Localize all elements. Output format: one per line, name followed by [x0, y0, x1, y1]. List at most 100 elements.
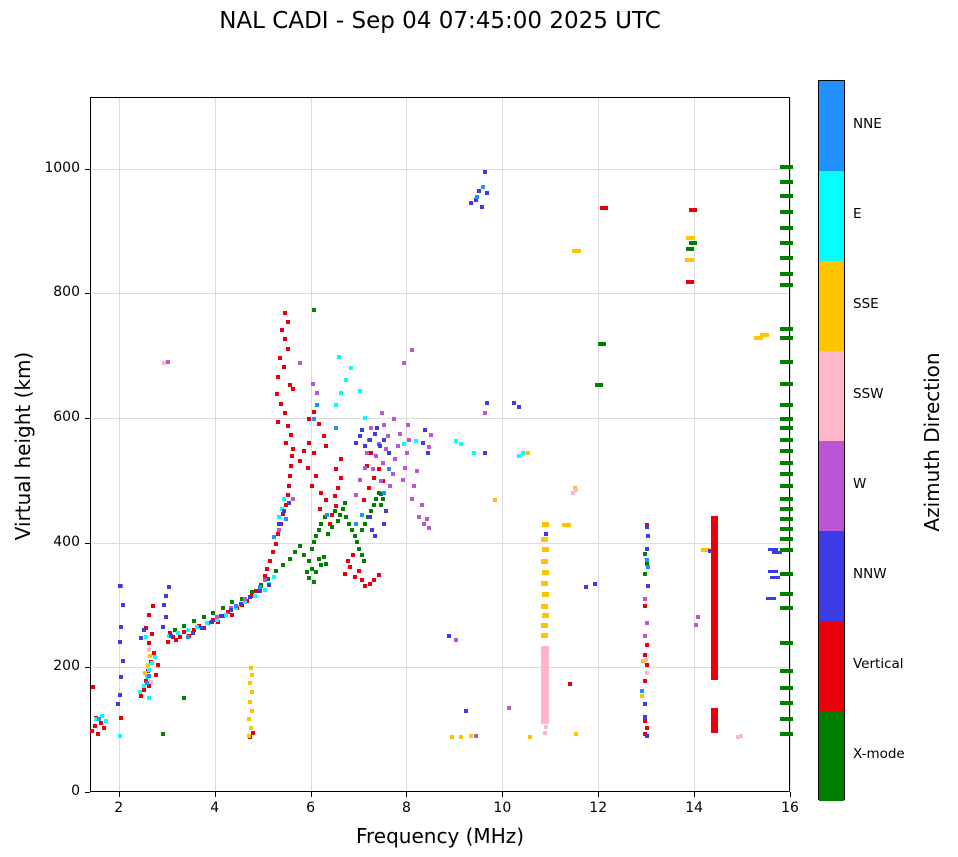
data-point: [283, 311, 288, 316]
y-tick-label: 800: [53, 284, 80, 301]
data-point: [348, 365, 353, 370]
colorbar-label: SSE: [853, 296, 879, 312]
data-point: [368, 438, 373, 443]
data-point: [710, 718, 718, 724]
data-point: [376, 572, 381, 577]
data-point: [360, 428, 365, 433]
data-point: [376, 466, 381, 471]
data-point: [314, 474, 319, 479]
data-point: [600, 206, 608, 211]
data-point: [374, 496, 379, 501]
data-point: [386, 434, 391, 439]
data-point: [646, 584, 651, 589]
data-point: [248, 681, 253, 686]
data-point: [311, 580, 316, 585]
data-point: [249, 590, 254, 595]
data-point: [446, 633, 451, 638]
data-point: [371, 476, 376, 481]
data-point: [352, 575, 357, 580]
data-point: [297, 544, 302, 549]
data-point: [115, 702, 120, 707]
data-point: [336, 485, 341, 490]
data-point: [372, 534, 377, 539]
data-point: [243, 596, 248, 601]
x-tick-label: 14: [685, 800, 704, 816]
data-point: [384, 509, 389, 514]
data-point: [339, 476, 344, 481]
data-point: [185, 635, 190, 640]
colorbar-segment-ssw: [819, 351, 844, 441]
y-tick-label: 1000: [44, 159, 80, 176]
data-point: [402, 465, 407, 470]
y-tick-label: 0: [71, 783, 80, 799]
data-point: [710, 728, 718, 734]
data-point: [363, 584, 368, 589]
data-point: [247, 717, 252, 722]
colorbar-segment-sse: [819, 261, 844, 351]
data-point: [347, 565, 352, 570]
data-point: [324, 513, 329, 517]
y-tick-mark: [85, 792, 90, 793]
data-point: [642, 604, 647, 608]
data-point: [511, 400, 516, 405]
gridline-horizontal: [91, 418, 789, 419]
data-point: [642, 551, 647, 556]
x-tick-label: 8: [401, 800, 411, 816]
data-point: [779, 471, 793, 476]
data-point: [645, 642, 650, 647]
data-point: [381, 460, 386, 465]
data-point: [415, 469, 420, 474]
data-point: [163, 615, 168, 620]
data-point: [710, 555, 718, 561]
data-point: [142, 671, 147, 676]
data-point: [646, 565, 651, 570]
data-point: [401, 441, 406, 446]
data-point: [355, 540, 360, 545]
data-point: [779, 335, 793, 340]
data-point: [779, 496, 793, 501]
data-point: [710, 620, 718, 626]
data-point: [297, 459, 302, 464]
data-point: [96, 717, 101, 722]
data-point: [249, 726, 254, 731]
data-point: [326, 531, 331, 536]
data-point: [319, 521, 324, 526]
data-point: [710, 610, 718, 616]
data-point: [350, 552, 355, 557]
data-point: [540, 712, 549, 725]
data-point: [779, 426, 793, 431]
data-point: [285, 424, 290, 429]
data-point: [767, 548, 778, 552]
data-point: [285, 493, 290, 498]
data-point: [311, 409, 316, 414]
data-point: [291, 387, 296, 392]
data-point: [760, 333, 770, 338]
data-point: [315, 403, 320, 408]
x-tick-mark: [406, 792, 408, 797]
data-point: [289, 432, 294, 437]
data-point: [779, 526, 793, 531]
data-point: [329, 513, 334, 517]
data-point: [779, 164, 793, 169]
data-point: [291, 446, 296, 451]
data-point: [645, 546, 650, 551]
data-point: [710, 575, 718, 581]
data-point: [642, 678, 647, 683]
data-point: [147, 696, 152, 701]
data-point: [779, 686, 793, 691]
data-point: [192, 618, 197, 623]
data-point: [540, 646, 549, 659]
data-point: [571, 490, 576, 495]
data-point: [643, 633, 648, 638]
data-point: [353, 493, 358, 498]
data-point: [736, 734, 741, 739]
data-point: [345, 559, 350, 564]
data-point: [540, 674, 549, 687]
data-point: [201, 615, 206, 620]
data-point: [454, 438, 459, 443]
data-point: [280, 511, 285, 516]
data-point: [541, 581, 549, 587]
data-point: [382, 423, 387, 428]
data-point: [362, 498, 367, 503]
data-point: [319, 490, 324, 495]
